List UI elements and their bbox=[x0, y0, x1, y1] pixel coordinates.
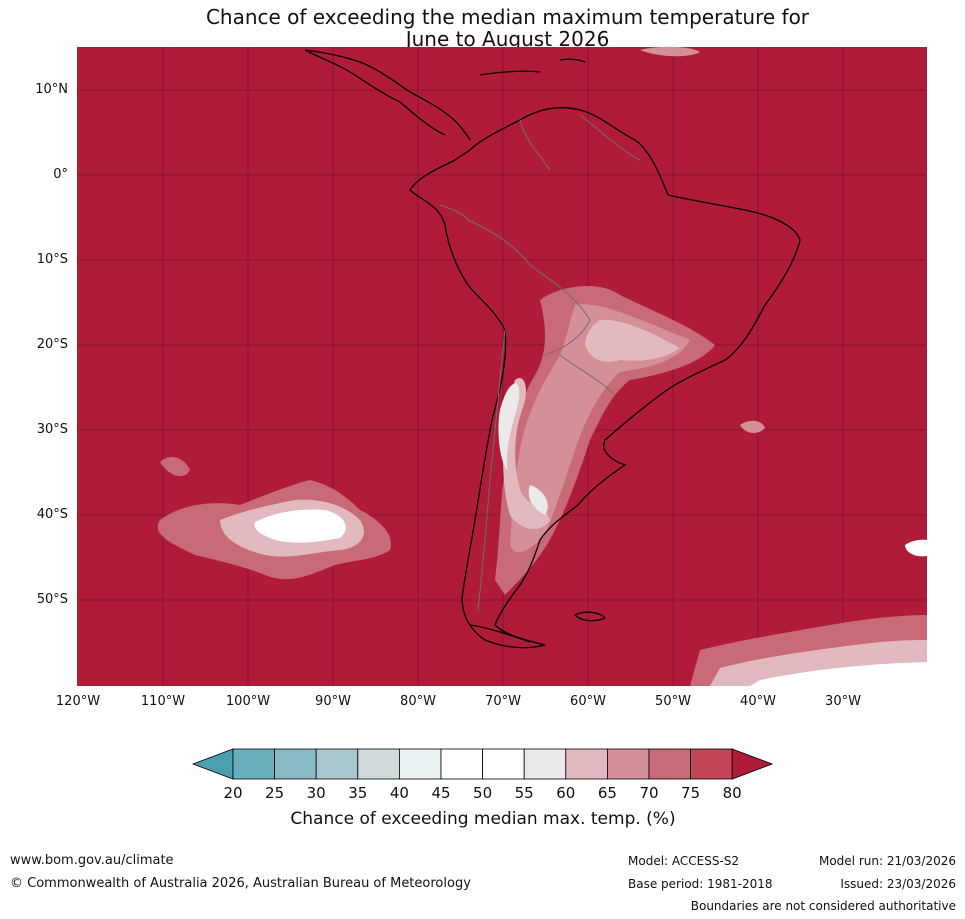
border-peru-brazil bbox=[467, 219, 531, 266]
shade-south-50 bbox=[750, 662, 927, 686]
map-title-line1: Chance of exceeding the median maximum t… bbox=[205, 5, 810, 29]
colorbar-box bbox=[274, 748, 317, 780]
shade-atlantic-mid bbox=[740, 420, 765, 434]
shade-pacific-small bbox=[160, 456, 190, 477]
colorbar-box bbox=[357, 748, 400, 780]
map-title-line2: June to August 2026 bbox=[405, 27, 610, 51]
lat-label-20s: 20°S bbox=[36, 337, 68, 352]
colorbar-box bbox=[398, 748, 442, 780]
central-america-coastline bbox=[304, 49, 471, 141]
falkland-islands bbox=[573, 611, 607, 622]
lon-label-110w: 110°W bbox=[140, 694, 186, 709]
colorbar-tick-label: 60 bbox=[556, 784, 576, 802]
footer-model: Model: ACCESS-S2 bbox=[628, 854, 740, 868]
colorbar-box bbox=[690, 748, 733, 780]
south-america-coastline bbox=[409, 107, 801, 649]
country-borders bbox=[439, 114, 641, 611]
colorbar-tick-label: 65 bbox=[597, 784, 617, 802]
colorbar-tick-label: 35 bbox=[348, 784, 368, 802]
colorbar-box bbox=[648, 748, 691, 780]
colorbar-tick-label: 20 bbox=[223, 784, 243, 802]
tierra-del-fuego bbox=[469, 624, 531, 643]
colorbar-tick-label: 25 bbox=[265, 784, 285, 802]
border-paraguay bbox=[559, 354, 616, 396]
caribbean-islands bbox=[479, 58, 586, 76]
colorbar-tick-label: 50 bbox=[473, 784, 493, 802]
colorbar-tick-label: 55 bbox=[514, 784, 534, 802]
border-colombia-venezuela bbox=[519, 119, 551, 171]
lat-label-40s: 40°S bbox=[36, 507, 68, 522]
shade-caribbean bbox=[640, 46, 700, 57]
lon-label-70w: 70°W bbox=[485, 694, 521, 709]
shade-central-60 bbox=[585, 319, 680, 362]
lon-label-30w: 30°W bbox=[825, 694, 861, 709]
colorbar-tick-label: 80 bbox=[722, 784, 742, 802]
lat-label-30s: 30°S bbox=[36, 422, 68, 437]
colorbar-tick-label: 30 bbox=[306, 784, 326, 802]
border-bolivia bbox=[529, 264, 591, 356]
footer-disclaimer: Boundaries are not considered authoritat… bbox=[690, 899, 956, 913]
colorbar-tick-label: 70 bbox=[639, 784, 659, 802]
colorbar-tick-label: 75 bbox=[681, 784, 701, 802]
shade-central-65 bbox=[510, 304, 690, 553]
colorbar-tick-label: 45 bbox=[431, 784, 451, 802]
coastlines bbox=[304, 49, 801, 649]
shade-atlantic-east bbox=[905, 539, 927, 557]
colorbar-extend-high bbox=[731, 748, 774, 780]
lon-label-80w: 80°W bbox=[400, 694, 436, 709]
colorbar-label: Chance of exceeding median max. temp. (%… bbox=[290, 809, 676, 829]
lon-label-120w: 120°W bbox=[55, 694, 101, 709]
lat-label-10n: 10°N bbox=[35, 82, 68, 97]
lon-label-90w: 90°W bbox=[315, 694, 351, 709]
shade-patagonia-60 bbox=[528, 485, 548, 515]
colorbar-box bbox=[440, 748, 483, 780]
colorbar-box bbox=[523, 748, 567, 780]
colorbar-box bbox=[607, 748, 650, 780]
colorbar bbox=[191, 748, 774, 780]
lat-label-50s: 50°S bbox=[36, 592, 68, 607]
colorbar-tick-label: 40 bbox=[389, 784, 409, 802]
footer-base-period: Base period: 1981-2018 bbox=[628, 877, 773, 891]
graticule bbox=[77, 47, 927, 686]
colorbar-box bbox=[482, 748, 525, 780]
footer-copyright: © Commonwealth of Australia 2026, Austra… bbox=[10, 876, 471, 891]
footer-model-run: Model run: 21/03/2026 bbox=[818, 854, 956, 868]
colorbar-box bbox=[232, 748, 275, 780]
footer-issued: Issued: 23/03/2026 bbox=[840, 877, 956, 891]
lat-label-10s: 10°S bbox=[36, 252, 68, 267]
shade-andes-55 bbox=[498, 383, 520, 470]
border-chile-argentina bbox=[477, 329, 506, 611]
shade-pacific-50 bbox=[254, 509, 346, 543]
lon-label-100w: 100°W bbox=[225, 694, 271, 709]
border-guianas bbox=[579, 114, 641, 161]
colorbar-extend-low bbox=[191, 748, 234, 780]
lat-label-0: 0° bbox=[53, 167, 68, 182]
border-ecuador bbox=[439, 204, 471, 223]
lon-label-60w: 60°W bbox=[570, 694, 606, 709]
probability-shading bbox=[157, 46, 927, 686]
footer-website: www.bom.gov.au/climate bbox=[10, 853, 174, 868]
lon-label-40w: 40°W bbox=[740, 694, 776, 709]
colorbar-box bbox=[315, 748, 359, 780]
lon-label-50w: 50°W bbox=[655, 694, 691, 709]
colorbar-box bbox=[565, 748, 608, 780]
